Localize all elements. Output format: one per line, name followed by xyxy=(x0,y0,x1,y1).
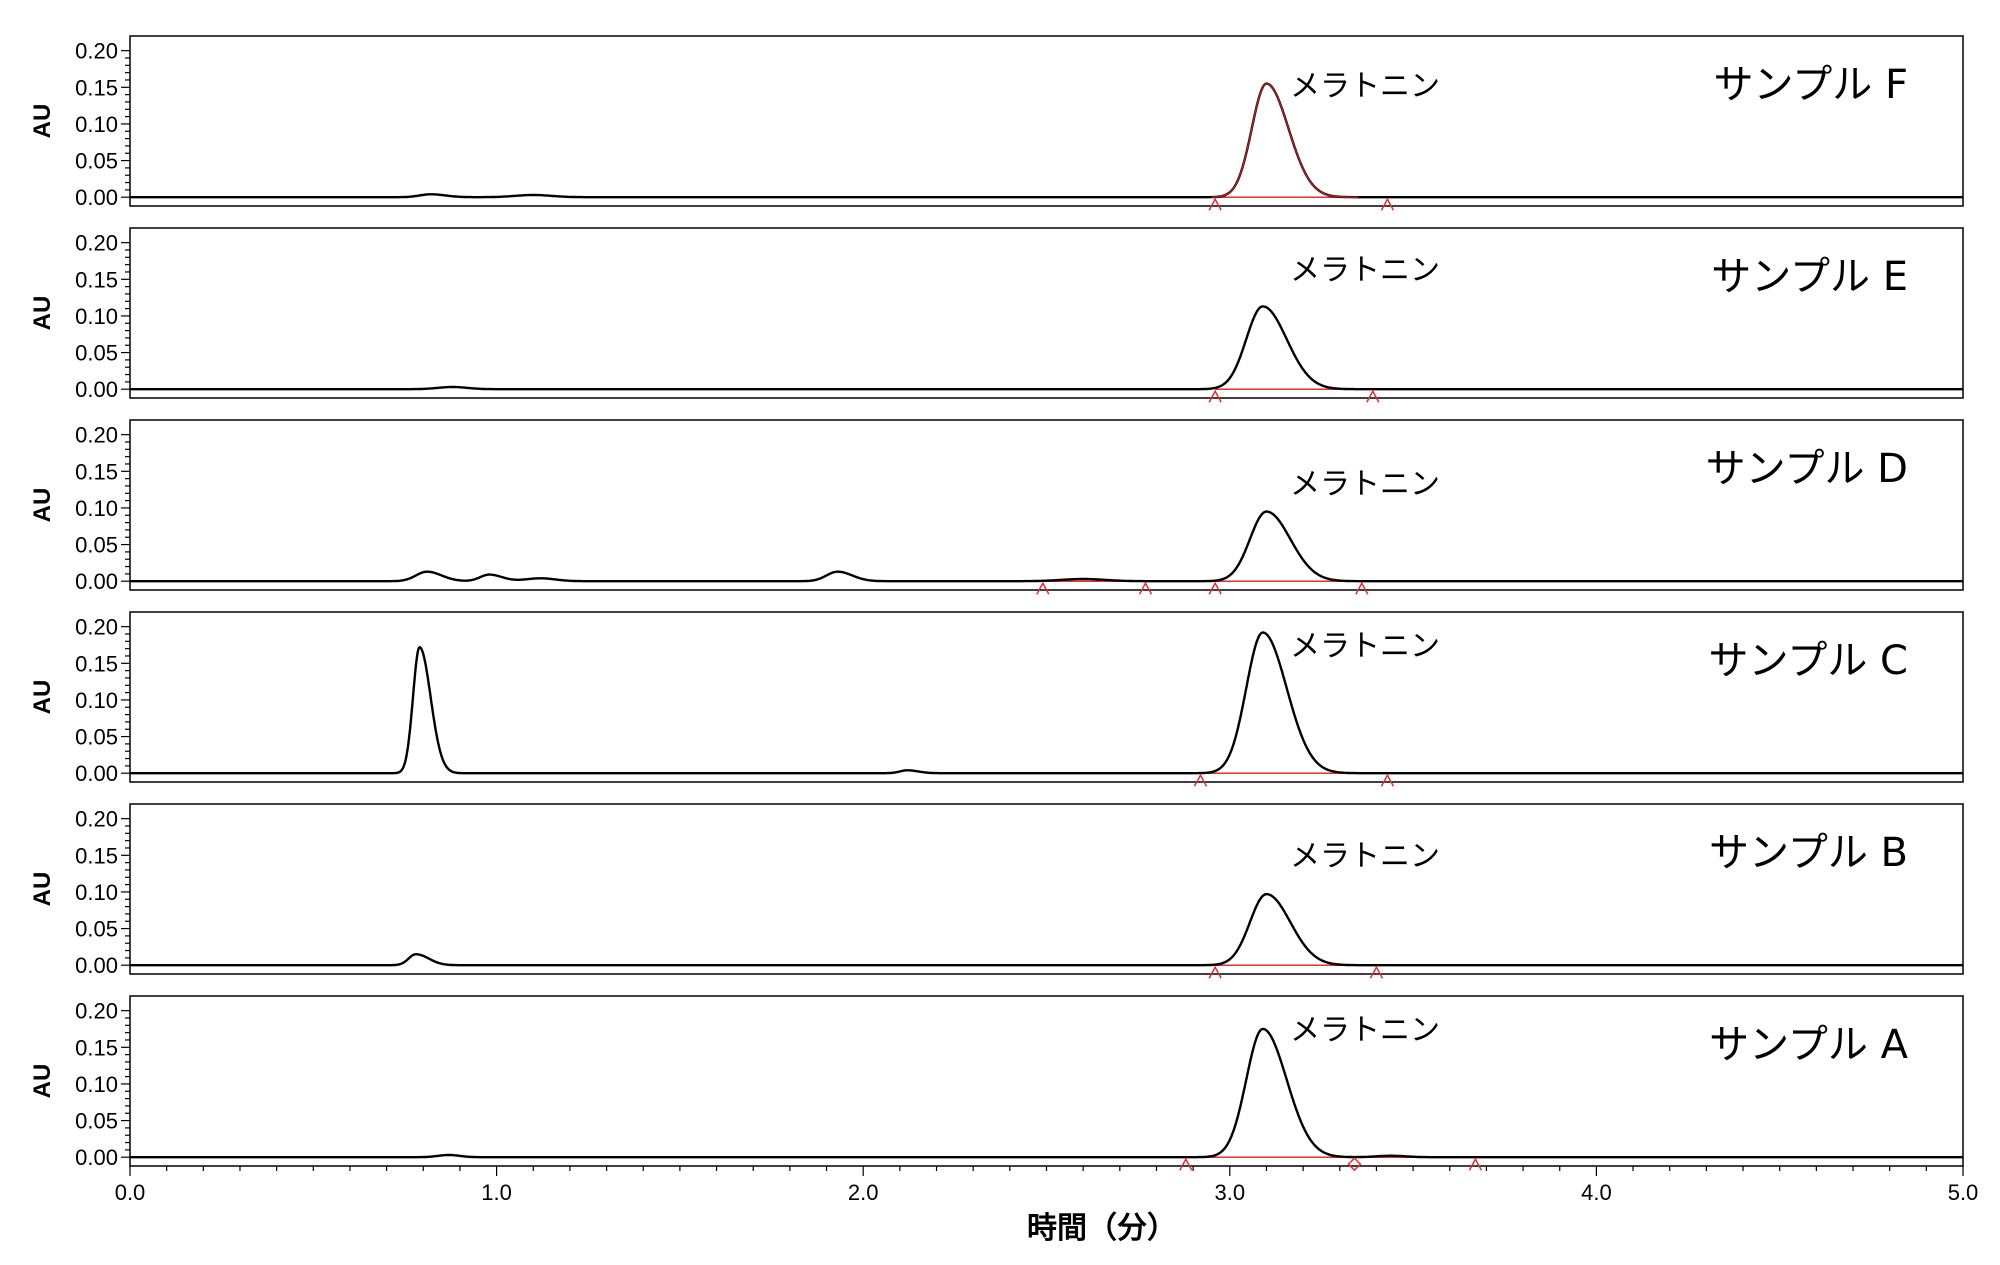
y-tick-label: 0.15 xyxy=(75,267,118,292)
y-tick-label: 0.15 xyxy=(75,651,118,676)
y-tick-label: 0.05 xyxy=(75,149,118,174)
panel-frame xyxy=(129,419,1964,591)
baseline-marker-triangle xyxy=(1380,773,1395,787)
panel-6: 0.00 0.05 0.10 0.15 0.20 AU メラトニン サンプル A xyxy=(29,995,1964,1172)
peak-label: メラトニン xyxy=(1290,69,1440,104)
y-tick-label: 0.20 xyxy=(75,615,118,640)
y-tick-label: 0.20 xyxy=(75,999,118,1024)
baseline-marker-triangle xyxy=(1179,1157,1193,1171)
y-tick-label: 0.20 xyxy=(75,231,118,256)
y-axis-label: AU xyxy=(29,104,56,139)
chromatogram-trace xyxy=(130,510,1963,583)
y-tick-label: 0.05 xyxy=(75,533,118,558)
sample-label: サンプル B xyxy=(1709,830,1908,876)
x-tick-label: 4.0 xyxy=(1581,1180,1612,1205)
baseline-marker-triangle xyxy=(1193,773,1208,787)
y-tick-label: 0.15 xyxy=(75,459,118,484)
y-tick-label: 0.00 xyxy=(75,1145,118,1170)
baseline-marker-triangle xyxy=(1369,965,1384,979)
peak-label: メラトニン xyxy=(1290,839,1440,874)
y-tick-label: 0.05 xyxy=(75,725,118,750)
y-axis-label: AU xyxy=(29,488,56,523)
y-tick-label: 0.10 xyxy=(75,688,118,713)
panel-2: 0.00 0.05 0.10 0.15 0.20 AU メラトニン サンプル E xyxy=(29,227,1964,403)
y-axis-label: AU xyxy=(29,872,56,907)
y-tick-label: 0.15 xyxy=(75,843,118,868)
baseline-marker-triangle xyxy=(1036,581,1050,595)
sample-label: サンプル C xyxy=(1709,638,1908,684)
chromatogram-trace xyxy=(130,305,1963,391)
y-tick-label: 0.00 xyxy=(75,953,118,978)
y-axis-label: AU xyxy=(29,296,56,331)
sample-label: サンプル A xyxy=(1709,1022,1909,1068)
y-tick-label: 0.00 xyxy=(75,185,118,210)
baseline-marker-triangle xyxy=(1355,581,1369,595)
baseline-marker-triangle xyxy=(1208,965,1222,979)
x-tick-label: 5.0 xyxy=(1948,1180,1979,1205)
y-tick-label: 0.10 xyxy=(75,880,118,905)
y-tick-label: 0.05 xyxy=(75,917,118,942)
y-axis-label: AU xyxy=(29,1064,56,1099)
y-tick-label: 0.00 xyxy=(75,377,118,402)
x-tick-label: 0.0 xyxy=(115,1180,146,1205)
chromatogram-trace xyxy=(130,82,1963,199)
baseline-marker-triangle xyxy=(1380,197,1395,211)
y-tick-label: 0.15 xyxy=(75,1035,118,1060)
peak-label: メラトニン xyxy=(1290,1013,1440,1048)
y-tick-label: 0.10 xyxy=(75,1072,118,1097)
baseline-marker-triangle xyxy=(1208,581,1222,595)
panel-frame xyxy=(129,227,1964,399)
sample-label: サンプル D xyxy=(1706,446,1908,492)
y-tick-label: 0.05 xyxy=(75,341,118,366)
y-tick-label: 0.05 xyxy=(75,1109,118,1134)
panel-3: 0.00 0.05 0.10 0.15 0.20 AU メラトニン サンプル D xyxy=(29,419,1964,595)
panel-frame xyxy=(129,803,1964,975)
peak-overlay xyxy=(1211,82,1359,198)
chromatogram-trace xyxy=(130,631,1963,775)
y-tick-label: 0.00 xyxy=(75,569,118,594)
baseline-marker-diamond xyxy=(1347,1157,1362,1172)
y-tick-label: 0.00 xyxy=(75,761,118,786)
panel-1: 0.00 0.05 0.10 0.15 0.20 AU メラトニン サンプル F xyxy=(29,35,1964,211)
y-tick-label: 0.20 xyxy=(75,39,118,64)
baseline-marker-triangle xyxy=(1366,389,1380,403)
y-axis-label: AU xyxy=(29,680,56,715)
baseline-marker-triangle xyxy=(1468,1157,1483,1171)
x-axis-label: 時間（分） xyxy=(1027,1211,1177,1246)
y-tick-label: 0.15 xyxy=(75,75,118,100)
baseline-marker-triangle xyxy=(1208,197,1222,211)
x-tick-label: 2.0 xyxy=(848,1180,879,1205)
baseline-marker-triangle xyxy=(1208,389,1222,403)
peak-label: メラトニン xyxy=(1290,467,1440,502)
y-tick-label: 0.10 xyxy=(75,112,118,137)
panel-frame xyxy=(129,995,1964,1167)
peak-label: メラトニン xyxy=(1290,253,1440,288)
panel-5: 0.00 0.05 0.10 0.15 0.20 AU メラトニン サンプル B xyxy=(29,803,1964,979)
y-tick-label: 0.10 xyxy=(75,304,118,329)
panel-frame xyxy=(129,611,1964,783)
chromatogram-trace xyxy=(130,1027,1963,1159)
baseline-marker-triangle xyxy=(1138,581,1153,595)
panel-4: 0.00 0.05 0.10 0.15 0.20 AU メラトニン サンプル C xyxy=(29,611,1964,787)
x-tick-label: 1.0 xyxy=(481,1180,512,1205)
sample-label: サンプル F xyxy=(1713,62,1908,108)
x-axis: 0.0 1.0 2.0 3.0 4.0 5.0 xyxy=(115,1166,1979,1205)
panel-frame xyxy=(129,35,1964,207)
peak-label: メラトニン xyxy=(1290,629,1440,664)
sample-label: サンプル E xyxy=(1711,254,1908,300)
y-tick-label: 0.10 xyxy=(75,496,118,521)
y-tick-label: 0.20 xyxy=(75,807,118,832)
chromatogram-trace xyxy=(130,892,1963,967)
x-tick-label: 3.0 xyxy=(1215,1180,1246,1205)
y-tick-label: 0.20 xyxy=(75,423,118,448)
